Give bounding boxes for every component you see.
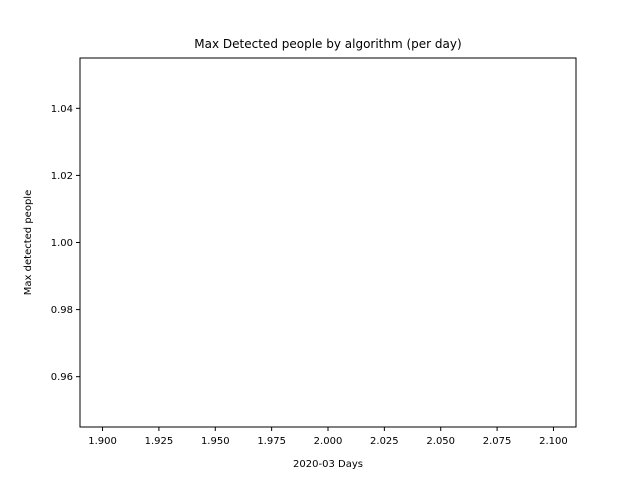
x-tick-label: 2.050 — [426, 436, 455, 447]
x-axis: 1.900 1.925 1.950 1.975 2.000 2.025 2.050 2.075… — [88, 427, 568, 447]
x-tick-label: 1.925 — [145, 436, 174, 447]
y-tick-label: 0.98 — [51, 305, 73, 316]
x-tick-label: 1.975 — [257, 436, 286, 447]
x-tick-label: 1.950 — [201, 436, 230, 447]
chart-title: Max Detected people by algorithm (per da… — [194, 37, 461, 51]
x-tick-label: 2.075 — [483, 436, 512, 447]
x-tick-label: 2.000 — [314, 436, 343, 447]
x-tick-label: 2.100 — [539, 436, 568, 447]
y-tick-label: 1.02 — [51, 171, 73, 182]
y-tick-label: 1.00 — [51, 238, 73, 249]
x-tick-label: 2.025 — [370, 436, 399, 447]
x-axis-label: 2020-03 Days — [293, 459, 363, 470]
x-tick-label: 1.900 — [88, 436, 117, 447]
y-tick-label: 0.96 — [51, 372, 73, 383]
y-axis-label: Max detected people — [23, 190, 34, 295]
y-tick-label: 1.04 — [51, 104, 73, 115]
y-axis: 0.96 0.98 1.00 1.02 1.04 — [51, 104, 80, 383]
